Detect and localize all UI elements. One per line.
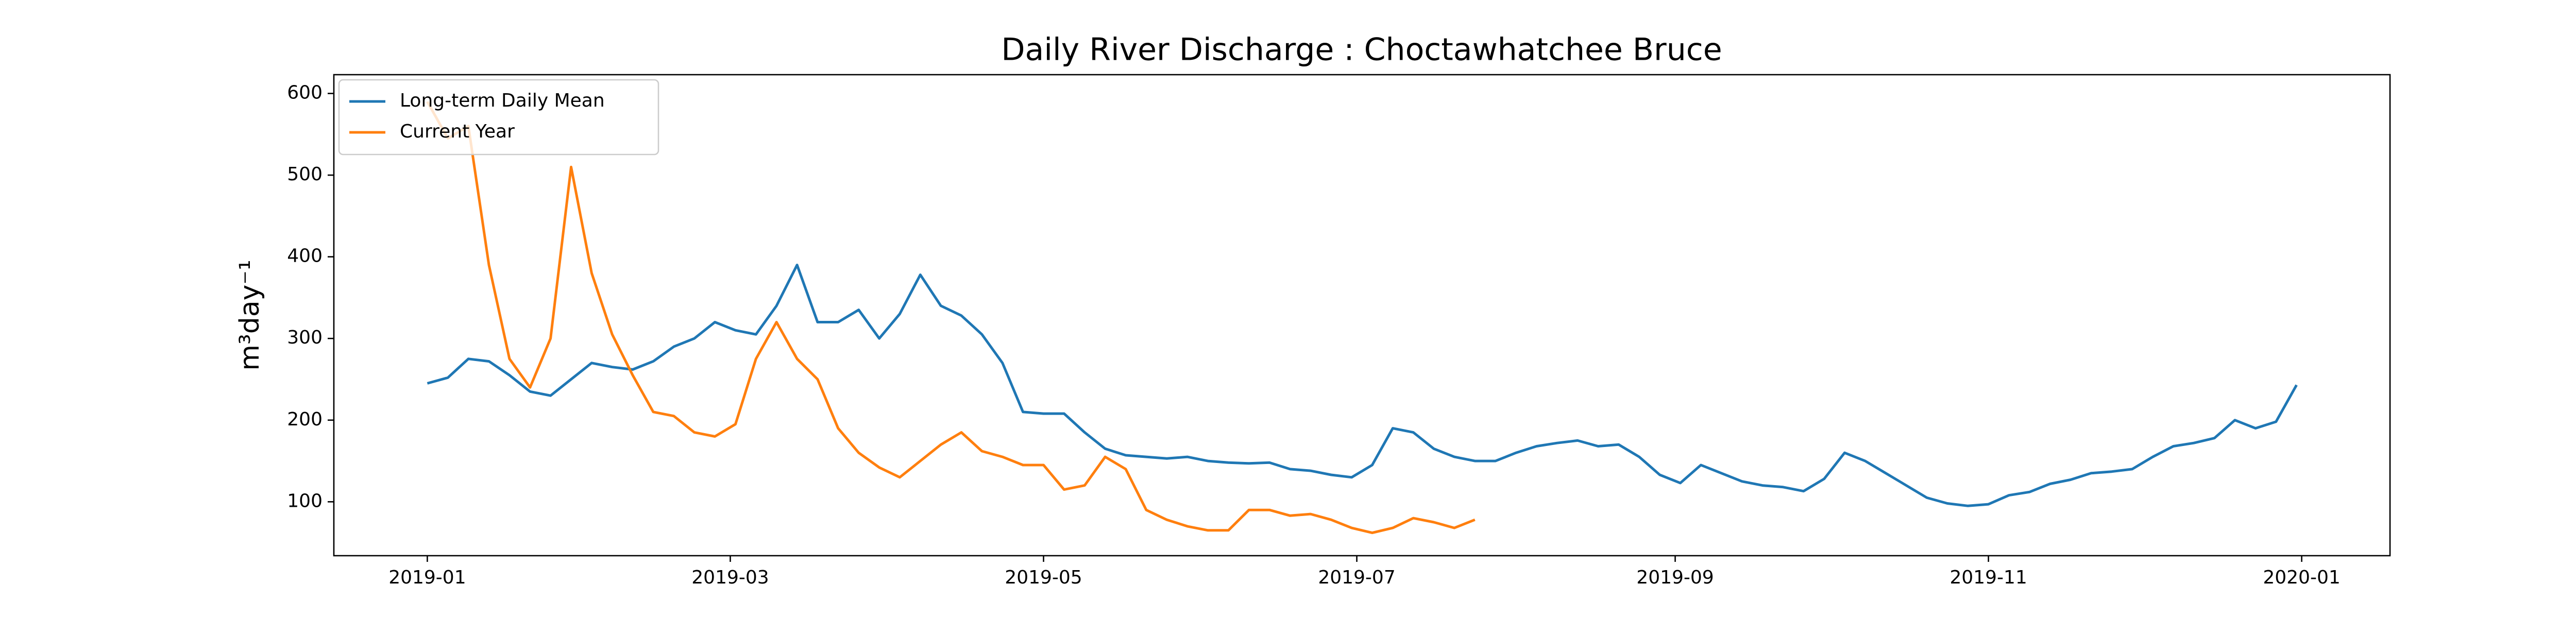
y-tick-label: 600 bbox=[287, 82, 323, 103]
x-tick-label: 2019-03 bbox=[691, 567, 769, 588]
legend-label: Current Year bbox=[400, 121, 515, 142]
x-tick-label: 2019-07 bbox=[1318, 567, 1395, 588]
x-tick-label: 2019-05 bbox=[1005, 567, 1082, 588]
y-tick-label: 100 bbox=[287, 490, 323, 511]
y-axis-label: m³day⁻¹ bbox=[234, 260, 265, 370]
x-tick-label: 2020-01 bbox=[2263, 567, 2340, 588]
series-line bbox=[426, 101, 1476, 535]
x-tick-label: 2019-09 bbox=[1636, 567, 1714, 588]
legend-label: Long-term Daily Mean bbox=[400, 90, 605, 111]
series-line bbox=[427, 264, 2298, 507]
y-tick-label: 500 bbox=[287, 164, 323, 185]
chart-title: Daily River Discharge : Choctawhatchee B… bbox=[1001, 32, 1722, 68]
legend-box bbox=[338, 79, 659, 156]
x-tick-label: 2019-11 bbox=[1950, 567, 2027, 588]
plot-frame bbox=[333, 74, 2391, 557]
y-tick-label: 400 bbox=[287, 246, 323, 267]
y-tick-label: 200 bbox=[287, 409, 323, 430]
x-tick-label: 2019-01 bbox=[388, 567, 466, 588]
y-tick-label: 300 bbox=[287, 327, 323, 348]
